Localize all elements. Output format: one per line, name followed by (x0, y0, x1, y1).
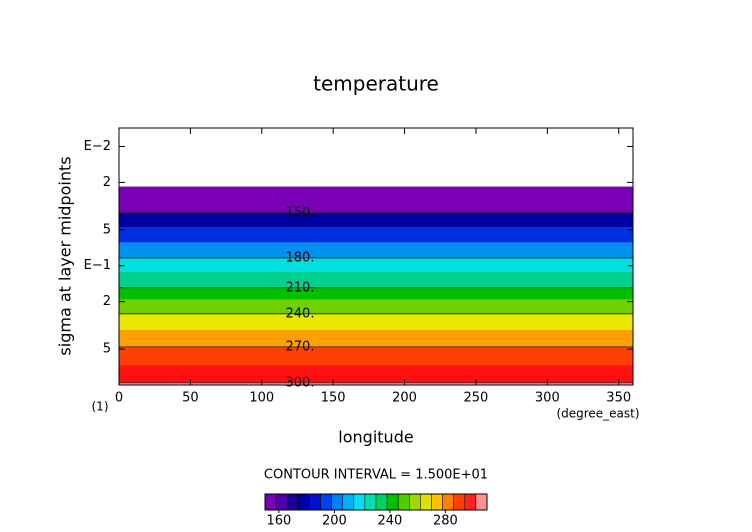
x-tick-label: 200 (392, 391, 417, 406)
x-tick-label: 50 (182, 391, 199, 406)
y-unit: (1) (92, 400, 109, 414)
colorbar-box (397, 493, 410, 511)
contour-interval: CONTOUR INTERVAL = 1.500E+01 (264, 468, 488, 483)
contour-band (119, 227, 633, 243)
colorbar-box (364, 493, 377, 511)
contour-band (119, 329, 633, 347)
y-tick-label: 5 (103, 342, 111, 357)
contour-label: 150. (286, 205, 315, 220)
colorbar-tick-label: 280 (433, 514, 458, 529)
contour-label: 240. (286, 306, 315, 321)
colorbar-box (320, 493, 332, 511)
y-tick-label: E−2 (84, 139, 111, 154)
contour-band (119, 313, 633, 330)
y-tick-label: 5 (103, 222, 111, 237)
contour-band (119, 365, 633, 383)
contour-label: 270. (286, 339, 315, 354)
contour-band (119, 186, 633, 213)
contour-band (119, 299, 633, 314)
colorbar-box (431, 493, 443, 511)
contour-band (119, 212, 633, 228)
contour-label: 300. (286, 375, 315, 390)
x-unit: (degree_east) (556, 407, 639, 421)
colorbar-box (386, 493, 399, 511)
colorbar-box (442, 493, 454, 511)
colorbar-box (475, 493, 488, 511)
contour-band (119, 242, 633, 258)
chart-title: temperature (313, 72, 439, 96)
x-tick-label: 250 (464, 391, 489, 406)
colorbar-box (331, 493, 343, 511)
contour-band (119, 382, 633, 385)
colorbar-box (375, 493, 388, 511)
colorbar-box (309, 493, 321, 511)
colorbar-box (342, 493, 355, 511)
x-tick-label: 100 (249, 391, 274, 406)
x-tick-label: 0 (115, 391, 123, 406)
colorbar-box (420, 493, 432, 511)
contour-band (119, 271, 633, 288)
colorbar-box (264, 493, 277, 511)
x-tick-label: 350 (606, 391, 631, 406)
colorbar-frame (264, 493, 488, 511)
colorbar-tick-label: 200 (322, 514, 347, 529)
colorbar-box (409, 493, 421, 511)
x-tick-label: 150 (321, 391, 346, 406)
x-axis-label: longitude (338, 428, 413, 447)
colorbar-box (464, 493, 477, 511)
contour-band (119, 287, 633, 300)
colorbar-box (353, 493, 366, 511)
colorbar-box (453, 493, 466, 511)
contour-label: 210. (286, 280, 315, 295)
contour-band (119, 346, 633, 366)
colorbar-box (298, 493, 310, 511)
y-tick-label: 2 (103, 175, 111, 190)
x-tick-label: 300 (535, 391, 560, 406)
colorbar-box (275, 493, 288, 511)
plot-frame (118, 127, 634, 386)
y-tick-label: E−1 (84, 258, 111, 273)
colorbar-tick-label: 160 (266, 514, 291, 529)
y-axis-label: sigma at layer midpoints (56, 156, 75, 355)
contour-label: 180. (286, 250, 315, 265)
y-tick-label: 2 (103, 294, 111, 309)
contour-band (119, 257, 633, 272)
colorbar-tick-label: 240 (377, 514, 402, 529)
colorbar-box (286, 493, 299, 511)
